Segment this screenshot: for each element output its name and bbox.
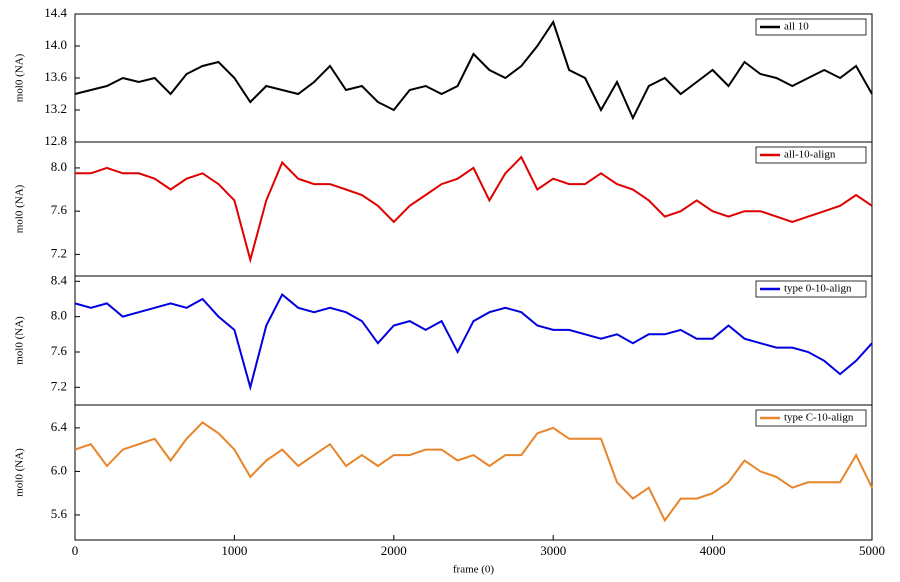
legend-box [755,146,867,164]
data-line [75,155,873,264]
y-tick-label: 14.0 [44,37,67,52]
y-axis-label: mol0 (NA) [14,316,26,365]
legend-box [755,18,867,36]
data-line [74,19,873,121]
x-tick-label: 2000 [381,543,407,558]
x-tick-label: 3000 [540,543,566,558]
y-axis-label: mol0 (NA) [14,53,26,102]
legend-label: type 0-10-align [784,283,852,295]
y-tick-label: 7.6 [51,343,68,358]
y-tick-label: 7.2 [51,378,67,393]
x-tick-label: 1000 [221,543,247,558]
panel-frame [74,404,873,541]
y-tick-label: 8.0 [51,159,67,174]
x-tick-label: 0 [72,543,79,558]
panel-frame [74,13,873,143]
y-tick-label: 12.8 [44,133,67,148]
y-tick-label: 8.0 [51,308,67,323]
y-tick-label: 5.6 [51,506,68,521]
legend-label: all 10 [784,21,809,33]
y-tick-label: 13.6 [44,69,67,84]
y-tick-label: 8.4 [51,272,68,287]
y-axis-label: mol0 (NA) [14,448,26,497]
y-axis-label: mol0 (NA) [14,184,26,233]
x-tick-label: 4000 [700,543,726,558]
y-tick-label: 7.6 [51,202,68,217]
y-tick-label: 6.0 [51,462,67,477]
legend-box [755,280,867,298]
y-tick-label: 7.2 [51,245,67,260]
x-tick-label: 5000 [859,543,885,558]
y-tick-label: 13.2 [44,101,67,116]
y-tick-label: 6.4 [51,419,68,434]
y-tick-label: 14.4 [44,5,67,20]
data-line [74,293,873,392]
legend-label: all-10-align [784,149,836,161]
legend-label: type C-10-align [784,412,854,424]
panel-frame [74,141,873,277]
x-axis-label: frame (0) [453,564,495,576]
data-line [74,421,873,523]
legend-box [755,409,867,427]
